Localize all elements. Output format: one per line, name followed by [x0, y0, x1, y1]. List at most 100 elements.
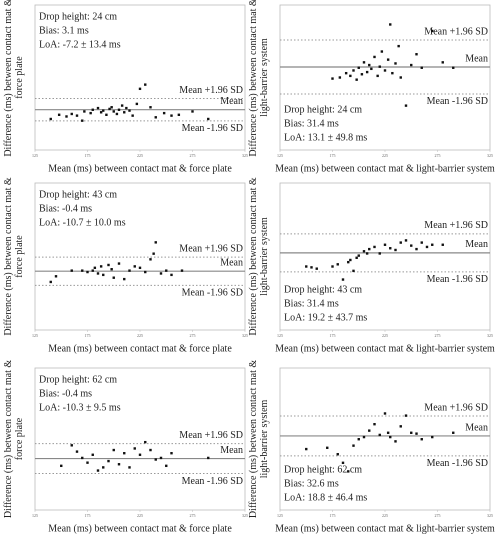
- y-axis-label-line: Difference (ms) between contact mat &: [248, 360, 259, 519]
- x-tick-label: 325: [487, 333, 493, 338]
- y-axis-label-line: Difference (ms) between contact mat &: [3, 177, 14, 336]
- point: [357, 438, 360, 441]
- point: [128, 269, 131, 272]
- point: [315, 267, 318, 270]
- point: [349, 74, 352, 78]
- point: [191, 110, 194, 113]
- point: [144, 83, 147, 86]
- annotation: Drop height: 43 cm: [39, 189, 117, 200]
- point: [336, 263, 339, 266]
- reference-line-label: Mean: [465, 422, 488, 433]
- point: [389, 247, 392, 250]
- point: [133, 447, 136, 450]
- point: [365, 252, 369, 255]
- y-axis-label-line: light-barrier system: [259, 217, 270, 296]
- point: [102, 466, 105, 469]
- annotation: Bias: 3.1 ms: [39, 25, 89, 36]
- point: [123, 277, 126, 281]
- point: [431, 243, 434, 246]
- x-tick-label: 225: [382, 153, 388, 158]
- y-axis-label-line: force plate: [14, 235, 25, 278]
- point: [410, 244, 413, 247]
- point: [378, 65, 381, 68]
- point: [362, 61, 366, 64]
- point: [305, 265, 308, 268]
- point: [91, 453, 94, 456]
- point: [107, 459, 110, 463]
- point: [415, 53, 418, 56]
- point: [152, 252, 155, 255]
- point: [102, 109, 105, 112]
- point: [81, 269, 84, 272]
- point: [452, 66, 455, 69]
- point: [404, 239, 408, 242]
- point: [115, 112, 119, 116]
- point: [154, 458, 157, 461]
- point: [399, 76, 402, 79]
- x-tick-label: 175: [330, 333, 336, 338]
- point: [149, 448, 152, 452]
- point: [352, 444, 355, 447]
- point: [128, 109, 131, 112]
- point: [347, 470, 350, 473]
- reference-line-label: Mean: [220, 445, 243, 456]
- x-tick-label: 325: [242, 513, 248, 518]
- point: [415, 247, 418, 251]
- annotation: LoA: -10.7 ± 10.0 ms: [39, 217, 126, 228]
- point: [105, 113, 108, 116]
- point: [170, 114, 173, 117]
- point: [110, 106, 113, 109]
- point: [360, 73, 364, 76]
- point: [373, 422, 376, 426]
- x-tick-label: 225: [382, 333, 388, 338]
- x-tick-label: 275: [435, 153, 441, 158]
- point: [331, 77, 334, 80]
- annotation: Drop height: 24 cm: [284, 104, 362, 115]
- point: [420, 241, 423, 244]
- point: [352, 69, 355, 72]
- x-tick-label: 275: [435, 513, 441, 518]
- point: [404, 104, 408, 107]
- point: [338, 76, 342, 79]
- annotation: Bias: 31.4 ms: [284, 298, 339, 309]
- point: [70, 444, 73, 447]
- y-axis-label-line: force plate: [14, 417, 25, 460]
- point: [135, 102, 139, 106]
- x-tick-label: 225: [382, 513, 388, 518]
- point: [49, 117, 52, 121]
- y-axis-label-line: Difference (ms) between contact mat &: [248, 177, 259, 336]
- x-tick-label: 125: [277, 333, 283, 338]
- point: [138, 87, 142, 91]
- reference-line-label: Mean -1.96 SD: [182, 476, 243, 487]
- annotation: Drop height: 43 cm: [284, 284, 362, 295]
- point: [357, 66, 360, 69]
- x-tick-label: 125: [277, 513, 283, 518]
- point: [441, 61, 444, 64]
- point: [397, 44, 400, 48]
- x-axis-label: Mean (ms) between contact mat & force pl…: [48, 163, 232, 174]
- point: [368, 429, 371, 432]
- annotation: Drop height: 62 cm: [284, 464, 362, 475]
- point: [370, 67, 373, 71]
- point: [341, 461, 345, 465]
- point: [357, 254, 360, 257]
- point: [383, 243, 387, 246]
- point: [341, 278, 345, 281]
- point: [149, 106, 152, 109]
- reference-line-label: Mean +1.96 SD: [424, 402, 488, 413]
- point: [376, 74, 379, 78]
- x-tick-label: 225: [137, 153, 143, 158]
- reference-line-label: Mean +1.96 SD: [424, 220, 488, 231]
- x-tick-label: 125: [32, 333, 38, 338]
- reference-line-label: Mean -1.96 SD: [182, 288, 243, 299]
- point: [138, 453, 142, 456]
- point: [154, 241, 157, 244]
- y-axis-label-line: light-barrier system: [259, 399, 270, 478]
- point: [154, 116, 157, 119]
- x-tick-label: 175: [85, 153, 91, 158]
- point: [365, 70, 369, 74]
- point: [93, 266, 97, 270]
- point: [159, 272, 163, 275]
- point: [386, 58, 390, 61]
- point: [415, 432, 418, 435]
